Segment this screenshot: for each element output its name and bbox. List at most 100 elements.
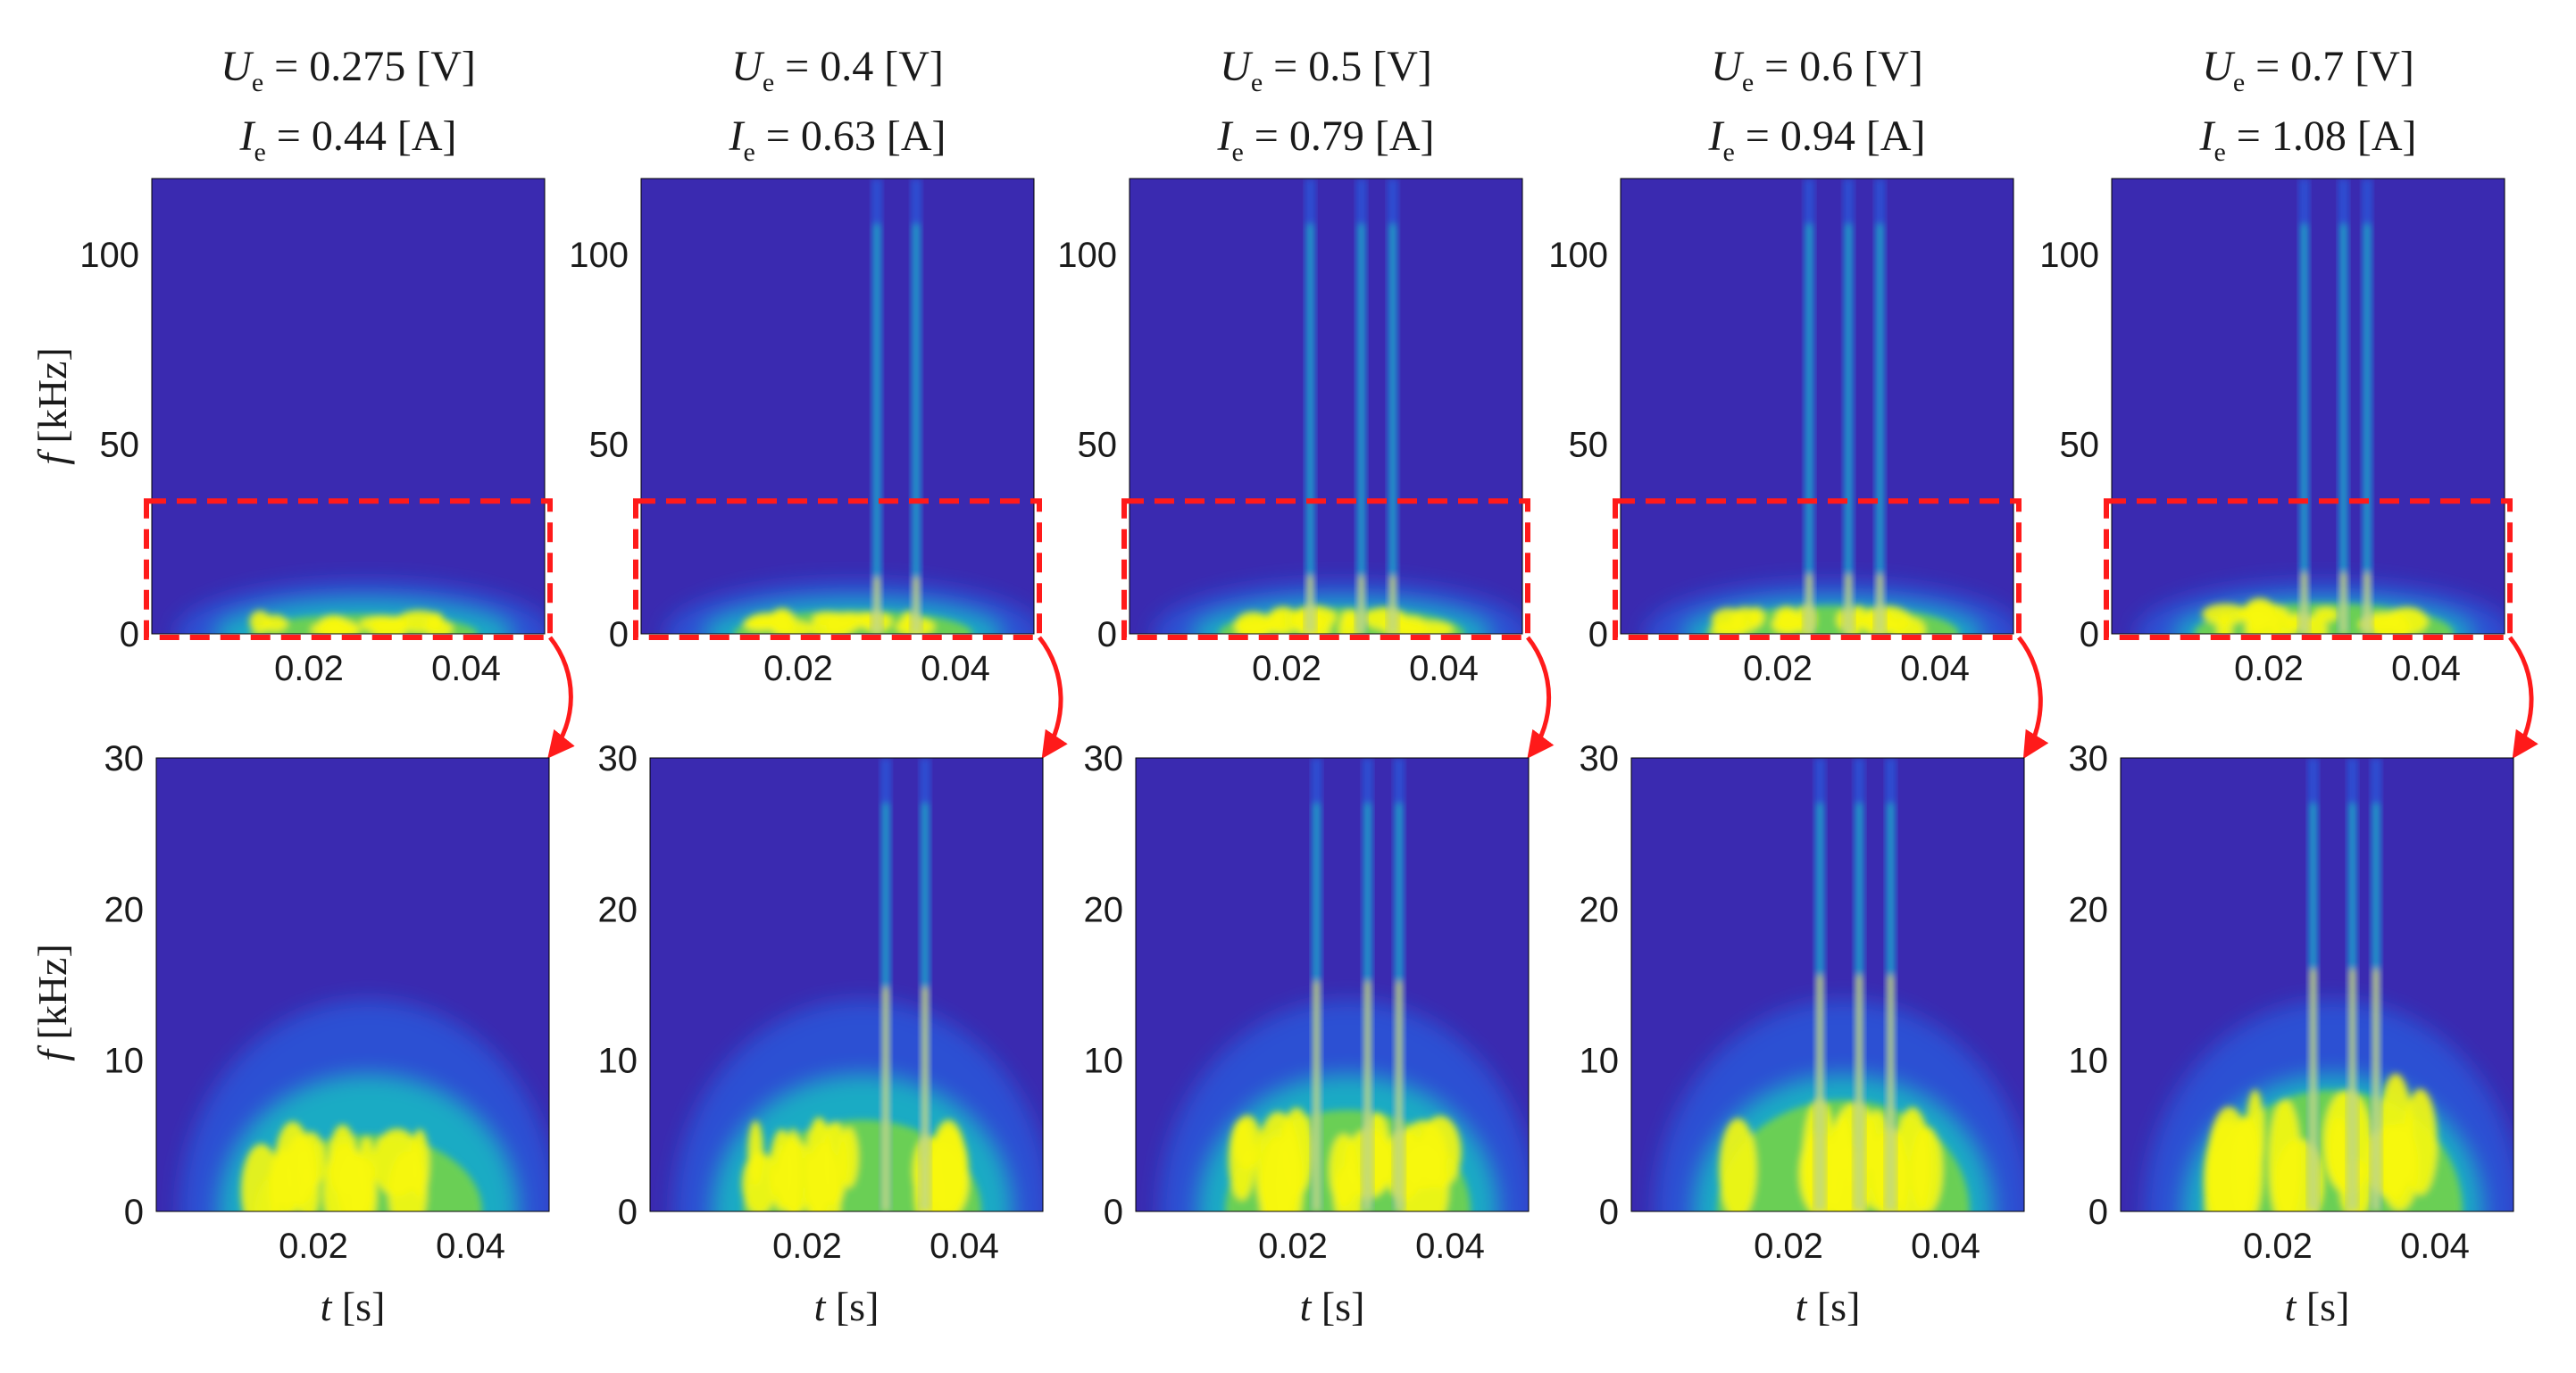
spectral-spike [2298, 179, 2310, 634]
x-tick-label: 0.04 [1409, 649, 1479, 688]
x-tick-label: 0.04 [431, 649, 501, 688]
y-tick-label: 100 [1057, 236, 1117, 275]
zoom-highlight-box [2104, 498, 2513, 640]
axes-frame [649, 757, 1044, 1212]
spectral-spike [1814, 758, 1826, 1211]
spectral-spike [871, 179, 882, 634]
spectral-spike [911, 179, 921, 634]
y-tick-label: 10 [1084, 1042, 1124, 1081]
y-tick-label: 100 [79, 236, 139, 275]
panel-title-line: Ue = 0.4 [V] [731, 43, 944, 97]
panel-column: Ue = 0.7 [V] Ie = 1.08 [A] 0 50 100 0.02 0.04 0… [2039, 43, 2538, 1329]
top-spectrogram: 0 50 100 0.02 0.04 [2039, 178, 2505, 688]
top-spectrogram: 0 50 100 0.02 0.04 [79, 178, 546, 688]
panel-title-line: Ue = 0.6 [V] [1711, 43, 1923, 97]
y-axis-label: f [kHz] [29, 347, 75, 465]
x-axis-label: t [s] [321, 1284, 386, 1329]
y-tick-label: 50 [1569, 426, 1609, 465]
y-tick-label: 10 [104, 1042, 145, 1081]
zoom-arrow [2017, 636, 2049, 760]
x-tick-label: 0.02 [772, 1227, 842, 1266]
spectral-spike [1393, 758, 1405, 1211]
panel-title-line: Ue = 0.7 [V] [2202, 43, 2414, 97]
y-tick-label: 50 [2060, 426, 2100, 465]
axes-frame [2120, 757, 2514, 1212]
y-tick-label: 0 [1599, 1193, 1619, 1232]
bottom-spectrogram: 0 10 20 30 0.02 0.04 t [s] [598, 739, 1044, 1329]
panel-title-line: Ue = 0.5 [V] [1220, 43, 1432, 97]
y-tick-label: 10 [1580, 1042, 1620, 1081]
spectral-spike [1355, 179, 1367, 634]
spectral-spike [2362, 179, 2372, 634]
top-spectrogram: 0 50 100 0.02 0.04 [1548, 178, 2014, 688]
zoom-highlight-box [1613, 498, 2022, 640]
axes-frame [1129, 178, 1523, 635]
bottom-spectrogram: 0 10 20 30 0.02 0.04 t [s] [104, 739, 550, 1329]
spectrogram-background [1621, 179, 2013, 634]
y-tick-label: 20 [104, 890, 145, 929]
x-tick-label: 0.02 [763, 649, 833, 688]
panel-title-line: Ue = 0.275 [V] [221, 43, 476, 97]
spectral-spike [1885, 758, 1897, 1211]
y-tick-label: 20 [1580, 890, 1620, 929]
spectral-spike [1804, 179, 1815, 634]
y-tick-label: 50 [100, 426, 140, 465]
y-tick-label: 30 [598, 739, 638, 778]
x-tick-label: 0.04 [436, 1227, 505, 1266]
y-tick-label: 0 [1097, 615, 1117, 654]
zoom-arrow [1038, 636, 1068, 759]
bottom-spectrogram: 0 10 20 30 0.02 0.04 t [s] [1580, 739, 2025, 1329]
x-tick-label: 0.02 [1754, 1227, 1823, 1266]
y-tick-label: 100 [2039, 236, 2099, 275]
panel-column: Ue = 0.6 [V] Ie = 0.94 [A] 0 50 100 0.02 0.04 0… [1548, 43, 2049, 1329]
y-tick-label: 100 [1548, 236, 1608, 275]
bottom-spectrogram: 0 10 20 30 0.02 0.04 t [s] [2069, 739, 2514, 1329]
spectrogram-background [152, 179, 545, 634]
spectral-spike [1305, 179, 1316, 634]
spectral-spike [2307, 758, 2319, 1211]
y-tick-label: 30 [1580, 739, 1620, 778]
x-tick-label: 0.04 [930, 1227, 999, 1266]
x-tick-label: 0.02 [1252, 649, 1321, 688]
zoom-arrow [547, 636, 575, 759]
panel-title-line: Ie = 0.94 [A] [1707, 112, 1925, 167]
y-tick-label: 50 [1078, 426, 1118, 465]
x-axis-label: t [s] [814, 1284, 880, 1329]
y-tick-label: 0 [2080, 615, 2099, 654]
zoom-arrow [1526, 636, 1555, 759]
top-spectrogram: 0 50 100 0.02 0.04 [1057, 178, 1523, 688]
spectral-spike [1874, 179, 1886, 634]
y-tick-label: 30 [1084, 739, 1124, 778]
x-tick-label: 0.04 [2391, 649, 2461, 688]
axes-frame [1135, 757, 1530, 1212]
y-tick-label: 0 [120, 615, 139, 654]
axes-frame [640, 178, 1035, 635]
y-tick-label: 0 [1588, 615, 1608, 654]
zoom-highlight-box [144, 498, 553, 640]
y-tick-label: 0 [124, 1193, 144, 1232]
panel-title-line: Ie = 0.44 [A] [238, 112, 456, 167]
top-spectrogram: 0 50 100 0.02 0.04 [569, 178, 1035, 688]
y-tick-label: 0 [1104, 1193, 1123, 1232]
y-tick-label: 20 [2069, 890, 2109, 929]
spectral-spike [880, 758, 891, 1211]
panel-title-line: Ie = 0.63 [A] [728, 112, 946, 167]
x-tick-label: 0.04 [1911, 1227, 1980, 1266]
x-tick-label: 0.02 [2243, 1227, 2313, 1266]
y-tick-label: 0 [609, 615, 629, 654]
y-tick-label: 0 [2088, 1193, 2108, 1232]
y-tick-label: 10 [2069, 1042, 2109, 1081]
spectrogram-background [641, 179, 1034, 634]
y-tick-label: 50 [589, 426, 629, 465]
bottom-spectrogram: 0 10 20 30 0.02 0.04 t [s] [1084, 739, 1530, 1329]
spectral-spike [920, 758, 930, 1211]
x-axis-label: t [s] [2285, 1284, 2350, 1329]
panel-title-line: Ie = 1.08 [A] [2198, 112, 2416, 167]
zoom-arrow [2508, 636, 2538, 759]
y-tick-label: 20 [1084, 890, 1124, 929]
x-axis-label: t [s] [1300, 1284, 1365, 1329]
axes-frame [1630, 757, 2025, 1212]
